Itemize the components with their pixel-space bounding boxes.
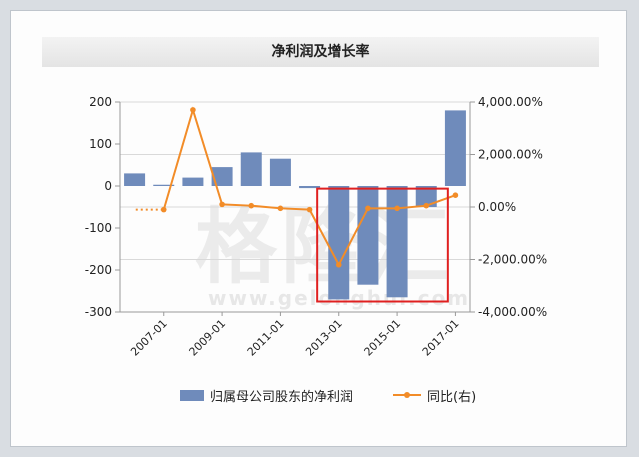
line-point (248, 202, 255, 209)
x-tick-label: 2009-01 (187, 317, 229, 359)
y-tick-label-left: 200 (89, 95, 112, 109)
bar (328, 186, 350, 300)
line-point (423, 202, 430, 209)
bar (299, 186, 321, 189)
y-tick-label-right: -2,000.00% (478, 253, 547, 267)
bar (269, 158, 291, 186)
line-point (394, 205, 400, 212)
line-point (365, 205, 371, 212)
bar (386, 186, 408, 298)
bar (357, 186, 379, 285)
bar (415, 186, 437, 207)
legend-bar-label: 归属母公司股东的净利润 (210, 389, 354, 405)
legend-bar-swatch (180, 389, 204, 401)
y-tick-label-right: -4,000.00% (478, 305, 547, 319)
legend: 归属母公司股东的净利润 同比(右) (180, 385, 476, 405)
x-tick-label: 2007-01 (128, 317, 170, 359)
legend-line-label: 同比(右) (427, 389, 477, 405)
line-point (452, 192, 459, 198)
x-tick-label: 2013-01 (303, 317, 345, 359)
line-point (306, 206, 313, 213)
chart-title: 净利润及增长率 (271, 44, 370, 60)
y-tick-label-right: 2,000.00% (478, 148, 543, 162)
bar (240, 152, 262, 186)
line-point (160, 206, 167, 213)
x-tick-label: 2011-01 (245, 317, 287, 359)
y-tick-label-right: 4,000.00% (478, 95, 543, 109)
y-tick-label-left: 0 (104, 179, 112, 193)
line-point (277, 205, 284, 212)
highlight-box (316, 187, 449, 303)
line-point (335, 261, 342, 268)
legend-line-swatch (393, 385, 422, 405)
title-band (42, 37, 599, 67)
y-tick-label-right: 0.00% (478, 200, 516, 214)
x-tick-label: 2015-01 (362, 317, 404, 359)
bar (211, 167, 233, 186)
bar (153, 184, 175, 186)
line-point (190, 107, 196, 113)
bar (182, 177, 204, 186)
line-point (219, 201, 225, 208)
y-tick-label-left: -200 (85, 263, 112, 277)
x-tick-label: 2017-01 (420, 317, 462, 359)
y-tick-label-left: 100 (89, 137, 112, 151)
bar (444, 110, 466, 186)
y-tick-label-left: -300 (85, 305, 112, 319)
bar (124, 173, 146, 186)
y-tick-label-left: -100 (85, 221, 112, 235)
